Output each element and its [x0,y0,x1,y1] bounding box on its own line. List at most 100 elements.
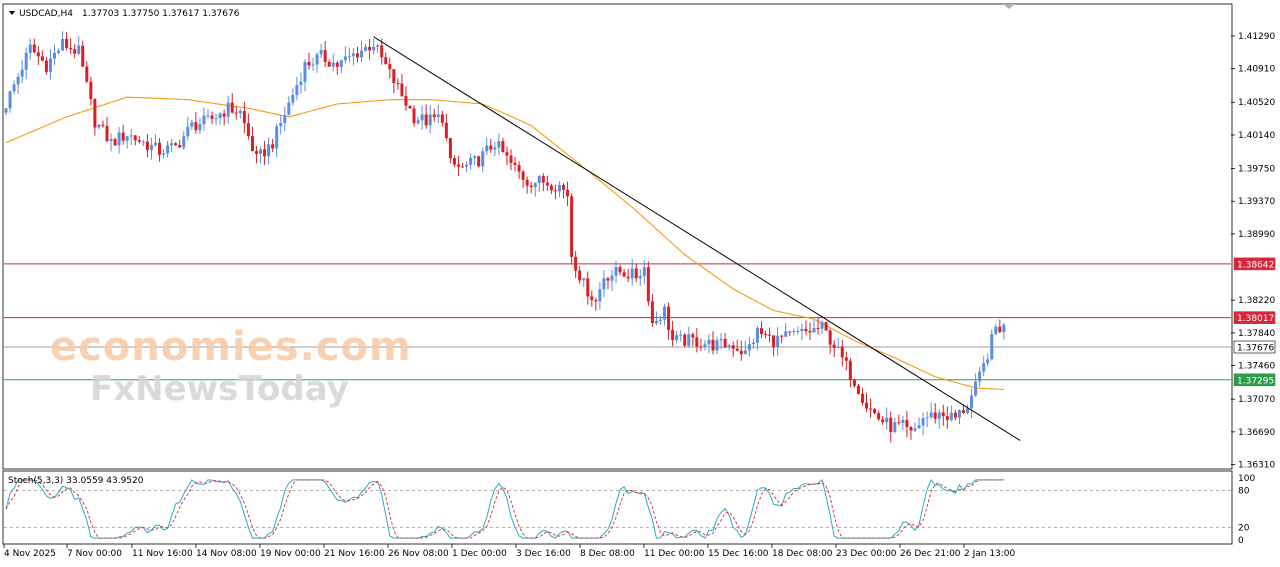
candle-body [776,335,780,348]
candle [715,336,719,355]
candle [206,109,210,119]
candle [646,261,650,306]
candle-body [780,335,784,337]
candle-body [444,122,448,139]
candle [489,138,493,153]
candle [145,134,149,158]
candle [380,38,384,65]
price-tick-label: 1.39370 [1238,197,1275,207]
candle [747,336,751,357]
candle [246,113,250,140]
candle [901,416,905,431]
candle-body [485,145,489,152]
candle-body [917,425,921,429]
candle-body [671,329,675,341]
candle [545,175,549,191]
stoch-k-line [5,478,1004,539]
candle-body [121,132,125,141]
candle-body [125,136,129,141]
candle-body [695,337,699,347]
price-axis: 1.41290 1.40910 1.40520 1.40140 1.39750 1.393… [1231,32,1275,471]
candle [832,340,836,358]
candle-body [36,52,40,57]
candle [622,268,626,277]
candle-body [703,344,707,347]
candle-body [683,334,687,346]
candle [315,52,319,73]
candle-body [303,62,307,82]
candle-body [687,334,691,346]
candle [202,107,206,131]
candle [432,108,436,122]
candle [214,113,218,126]
candle [416,116,420,125]
candle-body [719,338,723,341]
candle [986,353,990,367]
candle-body [574,256,578,271]
candle-body [840,346,844,358]
candle [319,43,323,59]
candle-body [473,156,477,158]
candle-body [557,185,561,192]
candle-body [311,64,315,66]
level-tag-label: 1.38017 [1237,314,1274,324]
candle-body [986,359,990,364]
candle-body [210,115,214,119]
candle-body [452,158,456,165]
candle [549,183,553,195]
candle-body [537,176,541,184]
candle-body [238,110,242,114]
candle [957,409,961,425]
candle-body [945,416,949,420]
stoch-axis-label: 100 [1238,474,1255,484]
candle [699,338,703,351]
candle [505,146,509,166]
downtrend-line[interactable] [373,36,1021,441]
candle-body [820,322,824,329]
candle-body [315,54,319,65]
candle [869,398,873,418]
ma-line [5,96,1004,391]
candle-body [408,105,412,109]
candle [840,339,844,367]
time-tick-label: 11 Nov 16:00 [132,549,193,559]
candle-body [990,334,994,360]
candle-body [8,91,12,109]
candle-body [299,81,303,86]
candle [735,339,739,352]
candle-body [456,164,460,167]
candle-body [622,272,626,277]
candle [271,138,275,152]
candle-body [885,417,889,423]
candle-body [133,135,137,141]
chart-shift-marker-icon[interactable] [1003,4,1015,9]
candle [788,331,792,337]
candle [808,322,812,341]
candle-body [291,95,295,103]
candle-body [994,326,998,335]
candle-body [570,196,574,257]
candle-body [162,153,166,155]
collapse-triangle-icon[interactable] [9,11,15,15]
candle-body [626,276,630,279]
candle [291,88,295,106]
candle-body [61,38,65,51]
trendline[interactable] [373,36,1021,441]
candle [614,260,618,284]
candles [4,31,1006,443]
candle [355,46,359,63]
candle-body [731,345,735,349]
candle [40,50,44,62]
candle-body [117,132,121,146]
candle-body [521,171,525,180]
candle [562,183,566,199]
candle-body [873,408,877,414]
candle [307,52,311,70]
candle-body [788,331,792,333]
candle [368,38,372,60]
price-tick-label: 1.40520 [1238,98,1275,108]
candle [129,128,133,145]
candle [420,105,424,130]
candle [36,46,40,66]
